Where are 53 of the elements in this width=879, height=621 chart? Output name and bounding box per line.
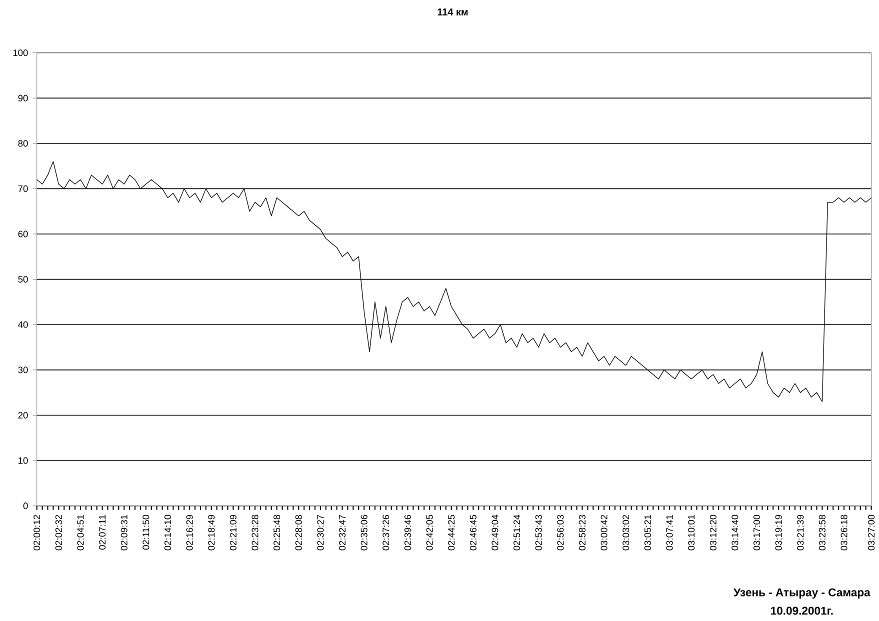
x-tick-label: 02:02:32 <box>55 514 62 550</box>
x-tick-label: 02:39:46 <box>404 514 411 550</box>
x-tick-label: 03:17:00 <box>753 514 760 550</box>
y-tick-label: 0 <box>23 502 28 509</box>
x-tick-label: 02:00:12 <box>34 514 40 550</box>
x-tick-label: 03:03:02 <box>622 514 630 550</box>
x-tick-label: 03:12:20 <box>710 514 716 550</box>
x-tick-label: 03:23:58 <box>818 514 826 550</box>
y-tick-label: 50 <box>18 276 28 282</box>
x-tick-label: 02:42:05 <box>426 514 433 550</box>
y-tick-label: 40 <box>18 321 28 328</box>
x-tick-label: 02:44:25 <box>448 514 455 550</box>
x-tick-label: 02:35:06 <box>360 514 368 550</box>
x-tick-label: 02:23:28 <box>252 514 258 550</box>
x-tick-label: 02:21:09 <box>230 514 236 550</box>
y-tick-label: 20 <box>18 412 28 418</box>
x-tick-label: 02:32:47 <box>338 514 346 550</box>
x-tick-label: 02:09:31 <box>120 514 128 550</box>
x-tick-label: 02:04:51 <box>77 514 84 550</box>
y-tick-label: 60 <box>18 230 28 238</box>
x-tick-label: 02:16:29 <box>186 514 193 550</box>
y-tick-label: 10 <box>18 457 28 464</box>
x-tick-label: 02:51:24 <box>514 514 520 550</box>
x-tick-label: 02:56:03 <box>557 514 564 550</box>
x-tick-label: 03:21:39 <box>797 514 804 550</box>
y-tick-label: 70 <box>18 185 28 192</box>
x-tick-label: 03:05:21 <box>644 514 651 550</box>
x-tick-label: 02:53:43 <box>535 514 542 550</box>
x-tick-label: 02:30:27 <box>317 514 324 550</box>
x-tick-label: 02:46:45 <box>470 514 476 550</box>
x-tick-label: 02:14:10 <box>164 514 172 550</box>
y-tick-label: 80 <box>18 140 28 146</box>
x-tick-label: 02:49:04 <box>492 514 498 550</box>
x-tick-label: 03:07:41 <box>666 514 673 550</box>
x-tick-label: 02:25:48 <box>274 514 280 550</box>
chart-title: 114 км <box>438 8 468 16</box>
text: Узень - Атырау - Самара <box>734 588 870 598</box>
x-tick-label: 02:18:49 <box>208 514 215 550</box>
x-tick-label: 03:27:00 <box>868 514 875 550</box>
x-tick-label: 02:28:08 <box>295 514 302 550</box>
x-tick-label: 03:26:18 <box>840 514 848 550</box>
y-tick-label: 30 <box>18 366 28 374</box>
y-tick-label: 90 <box>18 94 28 102</box>
x-tick-label: 02:37:26 <box>382 514 390 550</box>
y-tick-label: 100 <box>13 49 28 56</box>
x-tick-label: 03:10:01 <box>688 514 695 550</box>
x-tick-label: 02:58:23 <box>578 514 586 550</box>
text: 10.09.2001г. <box>771 606 833 615</box>
x-tick-label: 02:07:11 <box>99 514 106 550</box>
x-tick-label: 02:11:50 <box>142 514 150 550</box>
x-tick-label: 03:00:42 <box>600 514 608 550</box>
x-tick-label: 03:19:19 <box>775 514 782 550</box>
x-tick-label: 03:14:40 <box>732 514 738 550</box>
